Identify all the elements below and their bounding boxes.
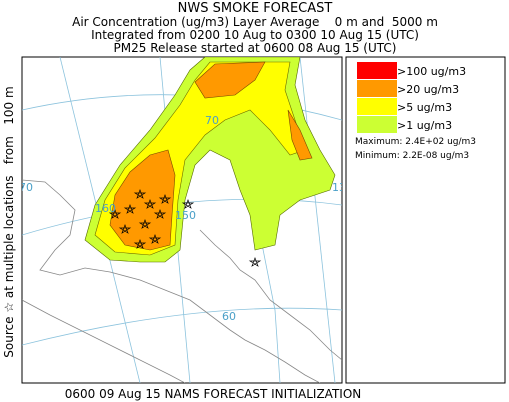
footer: 0600 09 Aug 15 NAMS FORECAST INITIALIZAT… [65, 387, 362, 401]
map: 70 170 160 150 130 60 [12, 56, 353, 384]
grid-label: 170 [12, 181, 33, 194]
graticule [22, 198, 342, 236]
legend-swatch [357, 116, 397, 133]
legend-swatch [357, 62, 397, 79]
plume-gt20 [287, 109, 313, 161]
graticule [22, 307, 342, 346]
coastline [22, 179, 321, 383]
minimum: Minimum: 2.2E-08 ug/m3 [355, 151, 469, 161]
maximum: Maximum: 2.4E+02 ug/m3 [355, 137, 476, 147]
header-line: Air Concentration (ug/m3) Layer Average … [72, 15, 438, 29]
grid-label: 60 [222, 310, 236, 323]
side-label: Source ☆ at multiple locations from 100 … [2, 86, 16, 357]
coastline [199, 229, 342, 361]
header-line: PM25 Release started at 0600 08 Aug 15 (… [114, 41, 397, 55]
legend-label: >20 ug/m3 [397, 83, 459, 96]
header-line: Integrated from 0200 10 Aug to 0300 10 A… [91, 28, 419, 42]
title: NWS SMOKE FORECAST [178, 1, 333, 16]
legend-label: >1 ug/m3 [397, 119, 452, 132]
legend-label: >5 ug/m3 [397, 101, 452, 114]
grid-label: 130 [332, 181, 353, 194]
coastline [22, 299, 186, 383]
source-stars [108, 189, 262, 267]
legend-swatch [357, 98, 397, 115]
graticule [299, 57, 336, 383]
grid-label: 70 [205, 114, 219, 127]
legend: Maximum: 2.4E+02 ug/m3 Minimum: 2.2E-08 … [345, 56, 506, 384]
grid-label: 150 [175, 209, 196, 222]
grid-label: 160 [95, 202, 116, 215]
legend-label: >100 ug/m3 [397, 65, 466, 78]
legend-swatch [357, 80, 397, 97]
